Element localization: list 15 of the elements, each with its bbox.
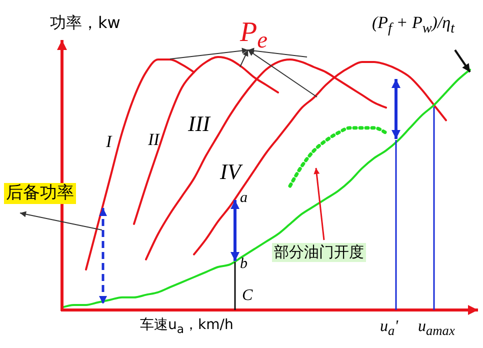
text: (P$_{f}$ + P$_{w}$)/η$_{t}$ [372, 13, 455, 37]
text: 部分油门开度 [272, 243, 366, 262]
annotation: C [242, 287, 253, 305]
series-label: IV [220, 159, 241, 184]
text: u$_{amax}$ [418, 318, 455, 339]
text: P$_{e}$ [240, 17, 268, 54]
x-axis-title: 车速u$_{a}$，km/h [140, 317, 234, 336]
annotation: b [240, 256, 248, 272]
series-label: III [188, 111, 210, 136]
annotation: 后备功率 [4, 183, 76, 204]
y-axis-title: 功率，kw [50, 13, 120, 32]
text: u$_{a}$' [380, 318, 398, 339]
series-label: I [106, 132, 112, 152]
annotation: a [240, 190, 248, 206]
series-label: II [148, 130, 160, 150]
